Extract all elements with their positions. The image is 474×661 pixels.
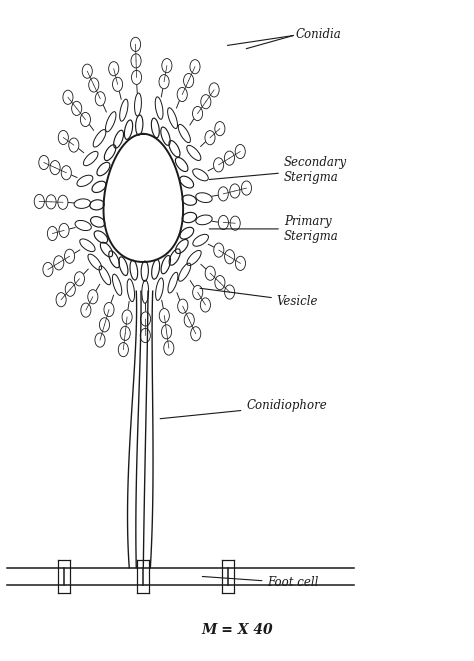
- Text: Secondary
Sterigma: Secondary Sterigma: [210, 156, 347, 184]
- Text: Foot cell: Foot cell: [202, 576, 319, 590]
- Text: Conidiophore: Conidiophore: [160, 399, 327, 418]
- Text: Primary
Sterigma: Primary Sterigma: [210, 215, 338, 243]
- Text: Conidia: Conidia: [296, 28, 341, 41]
- Text: Vesicle: Vesicle: [200, 288, 319, 307]
- Text: M = X 40: M = X 40: [201, 623, 273, 637]
